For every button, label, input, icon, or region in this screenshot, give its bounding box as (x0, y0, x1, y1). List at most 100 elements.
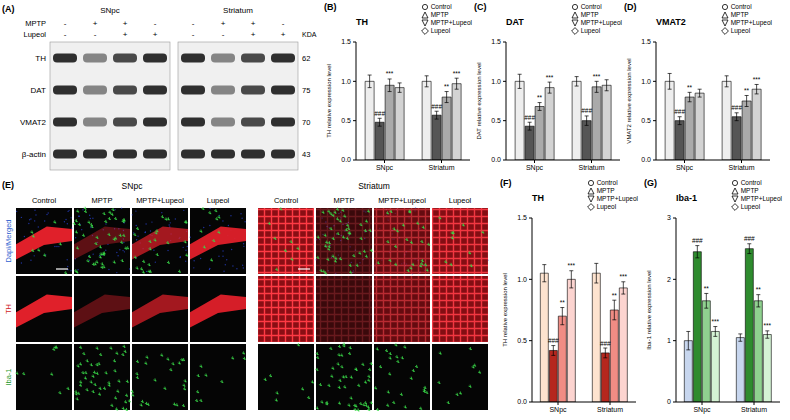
svg-text:Lupeol: Lupeol (449, 196, 472, 205)
svg-text:###: ### (692, 237, 703, 244)
svg-text:**: ** (612, 292, 618, 299)
svg-text:SNpc: SNpc (526, 164, 544, 172)
svg-text:###: ### (674, 108, 685, 115)
svg-text:+: + (251, 30, 256, 39)
svg-text:VMAT2 relative expression leve: VMAT2 relative expression level (626, 58, 632, 143)
svg-text:DAT: DAT (31, 86, 47, 95)
svg-text:+: + (123, 19, 128, 28)
svg-text:+: + (153, 30, 158, 39)
svg-text:KDA: KDA (302, 31, 317, 38)
svg-text:SNpc: SNpc (122, 181, 144, 191)
svg-text:1.5: 1.5 (491, 38, 501, 45)
svg-text:SNpc: SNpc (549, 406, 567, 414)
svg-text:Lupeol: Lupeol (23, 30, 46, 39)
svg-text:(E): (E) (2, 180, 14, 190)
svg-text:β-actin: β-actin (22, 150, 46, 159)
svg-text:**: ** (756, 286, 762, 293)
svg-text:+: + (281, 30, 286, 39)
svg-text:0.0: 0.0 (641, 156, 651, 163)
svg-text:***: *** (568, 262, 576, 269)
svg-text:Striatum: Striatum (597, 406, 623, 413)
svg-text:Striatum: Striatum (223, 6, 253, 15)
svg-text:Dapi/Merged: Dapi/Merged (4, 220, 13, 263)
svg-text:Striatum: Striatum (578, 164, 604, 171)
svg-text:###: ### (581, 107, 592, 114)
svg-text:75: 75 (302, 86, 310, 95)
svg-text:SNpc: SNpc (100, 6, 120, 15)
svg-text:-: - (94, 30, 97, 39)
svg-text:1.0: 1.0 (641, 78, 651, 85)
svg-text:**: ** (537, 94, 543, 101)
svg-text:***: *** (712, 318, 720, 325)
svg-text:0.0: 0.0 (341, 156, 351, 163)
svg-text:-: - (192, 30, 195, 39)
svg-text:Striatum: Striatum (358, 181, 390, 191)
svg-text:TH relative expression level: TH relative expression level (326, 64, 332, 138)
svg-text:+: + (221, 19, 226, 28)
svg-text:###: ### (600, 340, 611, 347)
svg-text:**: ** (744, 87, 750, 94)
svg-text:1.5: 1.5 (641, 38, 651, 45)
svg-text:1.0: 1.0 (517, 276, 527, 283)
svg-text:Striatum: Striatum (728, 164, 754, 171)
svg-text:MPTP+Lupeol: MPTP+Lupeol (378, 196, 426, 205)
svg-text:TH: TH (4, 304, 13, 314)
svg-text:**: ** (560, 299, 566, 306)
svg-text:***: *** (753, 76, 761, 83)
svg-text:+: + (251, 19, 256, 28)
svg-text:Iba-1: Iba-1 (4, 368, 13, 385)
svg-text:1.0: 1.0 (491, 78, 501, 85)
svg-text:0.0: 0.0 (491, 156, 501, 163)
svg-text:DAT relative expression level: DAT relative expression level (476, 62, 482, 139)
svg-text:-: - (64, 30, 67, 39)
svg-text:TH: TH (35, 54, 46, 63)
svg-text:-: - (192, 19, 195, 28)
svg-text:1.0: 1.0 (341, 78, 351, 85)
svg-text:43: 43 (302, 150, 310, 159)
svg-text:###: ### (431, 103, 442, 110)
svg-text:***: *** (620, 273, 628, 280)
svg-text:SNpc: SNpc (376, 164, 394, 172)
svg-text:(A): (A) (2, 4, 15, 14)
svg-text:Control: Control (274, 196, 299, 205)
svg-text:SNpc: SNpc (676, 164, 694, 172)
svg-text:0.0: 0.0 (517, 398, 527, 405)
svg-text:**: ** (704, 285, 710, 292)
svg-text:Striatum: Striatum (428, 164, 454, 171)
svg-text:VMAT2: VMAT2 (20, 118, 47, 127)
svg-text:0.5: 0.5 (517, 337, 527, 344)
svg-text:0.5: 0.5 (641, 117, 651, 124)
svg-text:+: + (93, 19, 98, 28)
svg-text:***: *** (764, 322, 772, 329)
svg-text:**: ** (444, 83, 450, 90)
svg-text:0.5: 0.5 (341, 117, 351, 124)
svg-text:MPTP: MPTP (25, 19, 46, 28)
svg-text:0: 0 (667, 398, 671, 405)
svg-text:###: ### (548, 337, 559, 344)
svg-text:-: - (64, 19, 67, 28)
svg-text:-: - (222, 30, 225, 39)
svg-text:***: *** (386, 70, 394, 77)
svg-text:Lupeol: Lupeol (207, 196, 230, 205)
svg-text:2: 2 (667, 276, 671, 283)
svg-text:MPTP: MPTP (334, 196, 355, 205)
svg-text:Striatum: Striatum (741, 406, 767, 413)
svg-text:70: 70 (302, 118, 310, 127)
svg-text:Iba-1 relative expression leve: Iba-1 relative expression level (646, 270, 652, 349)
svg-text:###: ### (374, 110, 385, 117)
svg-text:-: - (154, 19, 157, 28)
svg-text:###: ### (744, 235, 755, 242)
svg-text:TH relative expression level: TH relative expression level (502, 273, 508, 347)
svg-text:Control: Control (32, 196, 57, 205)
svg-text:SNpc: SNpc (693, 406, 711, 414)
svg-text:MPTP+Lupeol: MPTP+Lupeol (136, 196, 184, 205)
svg-text:+: + (123, 30, 128, 39)
svg-text:62: 62 (302, 54, 310, 63)
svg-text:***: *** (453, 70, 461, 77)
svg-text:0.5: 0.5 (491, 117, 501, 124)
svg-text:MPTP: MPTP (92, 196, 113, 205)
svg-text:1.5: 1.5 (517, 214, 527, 221)
svg-text:###: ### (731, 104, 742, 111)
svg-text:1.5: 1.5 (341, 38, 351, 45)
svg-text:-: - (282, 19, 285, 28)
